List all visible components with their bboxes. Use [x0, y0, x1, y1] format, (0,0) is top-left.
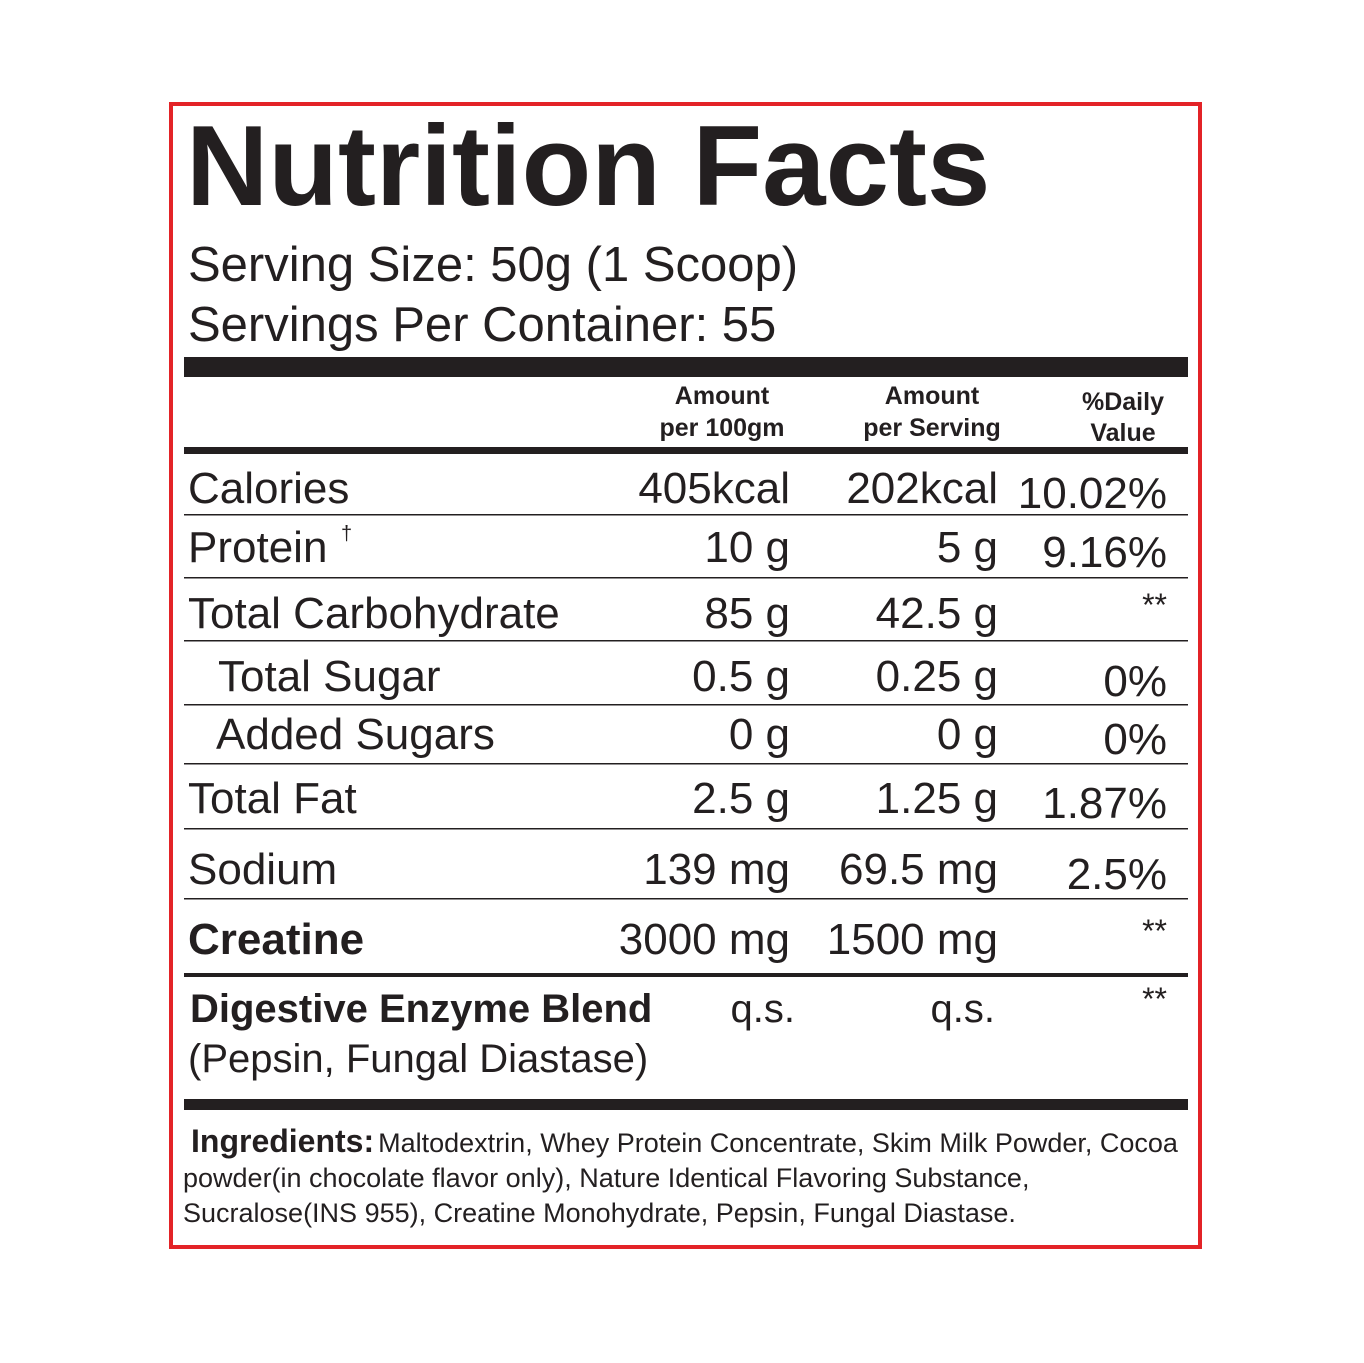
per-100g: 85 g [704, 589, 790, 638]
per-serving: 0.25 g [876, 652, 998, 701]
column-header: Amount [675, 382, 770, 410]
column-header: per 100gm [659, 414, 784, 442]
nutrient-name: Total Carbohydrate [188, 589, 560, 638]
ingredients: Ingredients: Maltodextrin, Whey Protein C… [183, 1124, 1183, 1231]
column-header: Amount [885, 382, 980, 410]
per-100g: q.s. [731, 987, 795, 1031]
per-100g: 0 g [729, 710, 790, 759]
daily-value: 9.16% [1042, 528, 1167, 577]
per-100g: 0.5 g [692, 652, 790, 701]
column-header: %Daily [1082, 388, 1164, 416]
row-rule [184, 828, 1188, 830]
nutrient-name: Creatine [188, 915, 364, 964]
per-serving: 42.5 g [876, 589, 998, 638]
daily-value: 0% [1103, 657, 1167, 706]
row-rule [184, 640, 1188, 642]
label-border [169, 102, 1202, 1249]
bottom-rule [184, 1099, 1188, 1110]
ingredients-label: Ingredients: [191, 1123, 375, 1159]
nutrient-name: Sodium [188, 845, 337, 894]
row-rule [184, 704, 1188, 706]
title: Nutrition Facts [186, 103, 990, 230]
per-serving: 5 g [937, 523, 998, 572]
daily-value: 2.5% [1067, 850, 1167, 899]
daily-value: ** [1142, 913, 1167, 949]
per-serving: 1.25 g [876, 774, 998, 823]
daily-value: 0% [1103, 715, 1167, 764]
ingredients-text: Maltodextrin, Whey Protein Concentrate, … [183, 1128, 1178, 1228]
column-header: Value [1090, 419, 1155, 447]
row-rule [184, 577, 1188, 579]
thick-rule [184, 357, 1188, 377]
row-rule [184, 514, 1188, 516]
nutrient-name: Total Fat [188, 774, 357, 823]
section-rule [184, 973, 1188, 977]
nutrient-name: Calories [188, 464, 349, 513]
nutrient-name: Total Sugar [218, 652, 441, 701]
per-100g: 2.5 g [692, 774, 790, 823]
nutrient-name: Digestive Enzyme Blend [190, 987, 652, 1031]
per-serving: 1500 mg [827, 915, 998, 964]
daily-value: ** [1142, 981, 1167, 1017]
per-serving: 69.5 mg [839, 845, 998, 894]
daily-value: ** [1142, 587, 1167, 623]
column-header: per Serving [863, 414, 1001, 442]
per-100g: 3000 mg [619, 915, 790, 964]
nutrient-note: † [341, 523, 352, 545]
header-rule [184, 447, 1188, 454]
row-rule [184, 898, 1188, 900]
nutrient-name: Protein [188, 523, 327, 572]
nutrient-name: Added Sugars [216, 710, 495, 759]
row-rule [184, 763, 1188, 765]
per-100g: 139 mg [643, 845, 790, 894]
daily-value: 1.87% [1042, 779, 1167, 828]
per-serving: 0 g [937, 710, 998, 759]
per-100g: 10 g [704, 523, 790, 572]
daily-value: 10.02% [1018, 469, 1167, 518]
nutrient-detail: (Pepsin, Fungal Diastase) [188, 1037, 648, 1081]
serving-size: Serving Size: 50g (1 Scoop) [188, 238, 798, 292]
servings-per-container: Servings Per Container: 55 [188, 298, 776, 352]
per-serving: 202kcal [846, 464, 998, 513]
per-serving: q.s. [931, 987, 995, 1031]
per-100g: 405kcal [638, 464, 790, 513]
